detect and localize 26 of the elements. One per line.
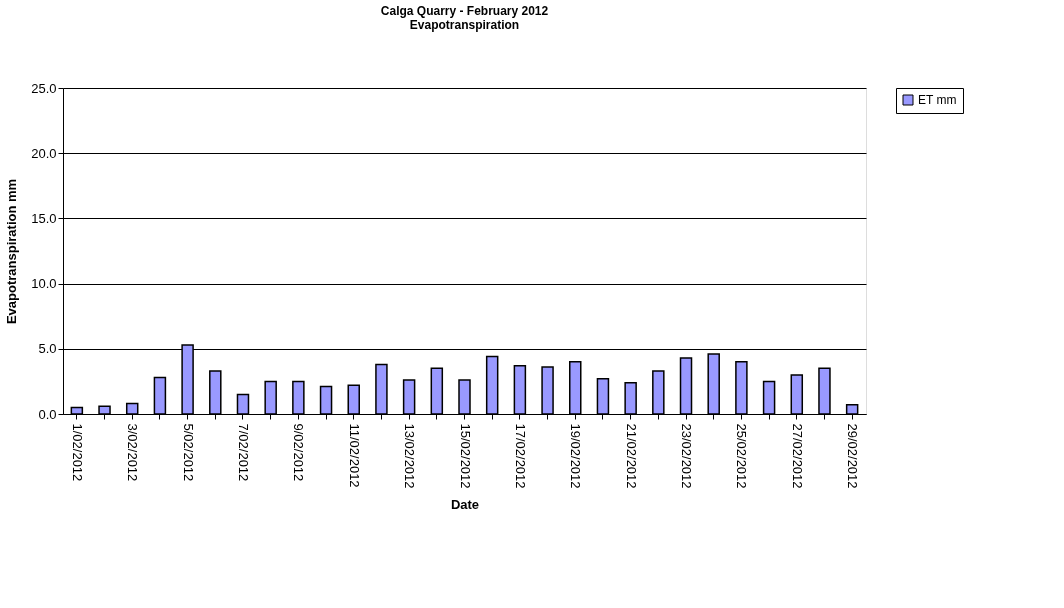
x-tick-label: 3/02/2012 — [125, 423, 141, 482]
x-tick-label: 11/02/2012 — [346, 423, 362, 488]
x-tick-label: 23/02/2012 — [679, 423, 695, 489]
x-tick-label: 21/02/2012 — [623, 423, 639, 489]
chart-subtitle: Evapotranspiration — [409, 18, 520, 32]
y-tick-label: 25.0 — [31, 80, 57, 96]
y-tick-label: 15.0 — [31, 210, 57, 226]
x-tick-label: 17/02/2012 — [512, 423, 528, 489]
x-tick-label: 19/02/2012 — [568, 423, 584, 489]
x-tick-label: 1/02/2012 — [69, 423, 85, 482]
y-tick-label: 20.0 — [31, 145, 57, 161]
chart-title: Calga Quarry - February 2012 — [380, 4, 549, 18]
y-tick-label: 10.0 — [31, 276, 57, 292]
legend-label: ET mm — [918, 93, 957, 107]
x-tick-label: 13/02/2012 — [402, 423, 418, 489]
x-tick-label: 15/02/2012 — [457, 423, 473, 489]
x-tick-label: 5/02/2012 — [180, 423, 196, 482]
y-tick-label: 5.0 — [38, 341, 57, 357]
y-axis-title: Evapotranspiration mm — [4, 178, 20, 325]
x-tick-label: 29/02/2012 — [845, 423, 861, 489]
x-tick-label: 27/02/2012 — [789, 423, 805, 489]
x-tick-label: 25/02/2012 — [734, 423, 750, 489]
x-tick-label: 7/02/2012 — [235, 423, 251, 482]
x-tick-label: 9/02/2012 — [291, 423, 307, 482]
y-tick-label: 0.0 — [38, 406, 57, 422]
x-axis-title: Date — [450, 496, 480, 512]
